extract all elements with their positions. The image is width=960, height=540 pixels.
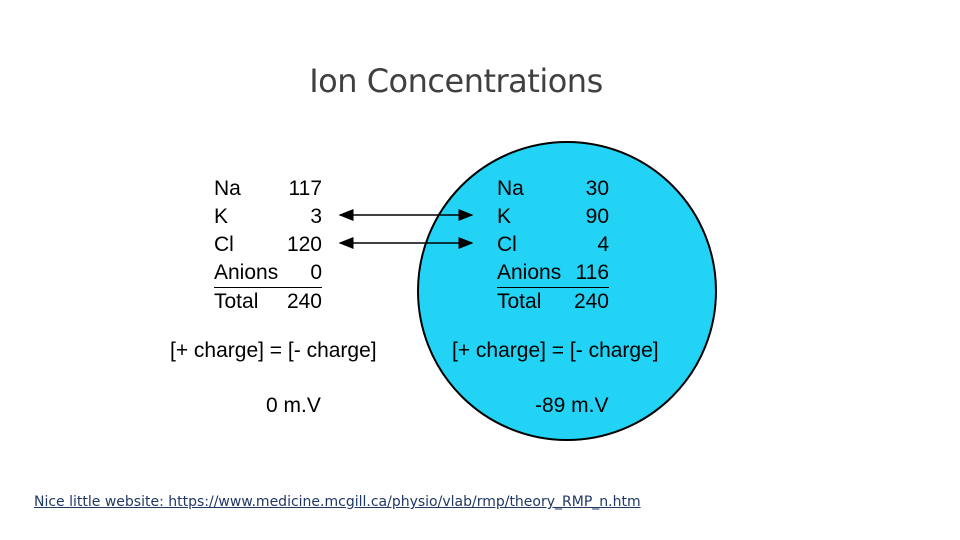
table-row: Na 117 (214, 175, 322, 203)
total-label: Total (497, 287, 571, 316)
table-row: Anions 0 (214, 259, 322, 288)
ion-value: 117 (288, 177, 322, 200)
ion-value: 90 (585, 205, 609, 228)
slide-title: Ion Concentrations (309, 62, 603, 100)
total-value: 240 (571, 287, 609, 316)
ion-name: K (214, 205, 229, 228)
ion-value: 116 (575, 261, 609, 284)
total-row: Total 240 (214, 287, 322, 316)
ion-name: Cl (497, 233, 517, 256)
ion-value: 3 (310, 205, 322, 228)
ion-value: 4 (597, 233, 609, 256)
ion-value: 0 (310, 261, 322, 284)
table-row: K 90 (497, 203, 609, 231)
table-row: Na 30 (497, 175, 609, 203)
reference-link[interactable]: Nice little website: https://www.medicin… (34, 494, 641, 510)
ion-name: Na (214, 177, 241, 200)
inside-concentration-table: Na 30 K 90 Cl 4 Anions 116 Total 240 (497, 175, 609, 316)
ion-name: Cl (214, 233, 234, 256)
ion-name: Na (497, 177, 524, 200)
ion-value: 30 (585, 177, 609, 200)
ion-name: Anions (497, 261, 562, 284)
ion-name: K (497, 205, 512, 228)
inside-charge-balance: [+ charge] = [- charge] (452, 339, 659, 362)
inside-potential: -89 m.V (535, 394, 609, 417)
ion-name: Anions (214, 261, 279, 284)
total-label: Total (214, 287, 284, 316)
total-row: Total 240 (497, 287, 609, 316)
ion-value: 120 (286, 233, 322, 256)
table-row: Cl 4 (497, 231, 609, 259)
total-value: 240 (284, 287, 322, 316)
table-row: Anions 116 (497, 259, 609, 288)
outside-charge-balance: [+ charge] = [- charge] (170, 339, 377, 362)
outside-potential: 0 m.V (266, 394, 321, 417)
table-row: Cl 120 (214, 231, 322, 259)
